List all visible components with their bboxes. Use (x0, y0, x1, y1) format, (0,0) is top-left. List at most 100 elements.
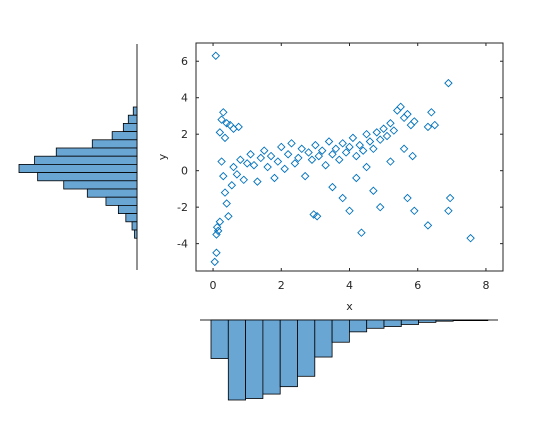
scatter-point (430, 120, 440, 130)
y-hist-bar (34, 155, 138, 165)
scatter-point (309, 210, 318, 219)
scatter-point (266, 151, 276, 161)
scatter-point (253, 177, 262, 186)
scatter-point (423, 221, 433, 230)
y-hist-bar (117, 204, 138, 214)
x-hist-bar (331, 319, 350, 343)
scatter-point (362, 162, 371, 172)
scatter-point (210, 257, 219, 267)
scatter-point (369, 186, 378, 195)
scatter-point (338, 193, 347, 203)
scatter-point (312, 212, 322, 221)
y-hist-bar (111, 131, 138, 141)
scatter-point (232, 170, 242, 179)
scatter-point (403, 109, 412, 119)
scatter-point (369, 144, 378, 154)
x-tick-label: 6 (414, 279, 421, 292)
plot-area (195, 42, 504, 272)
scatter-point (212, 248, 221, 257)
scatter-point (307, 155, 317, 164)
scatter-point (256, 153, 266, 163)
scatter-point (283, 150, 293, 159)
scatter-point (328, 150, 337, 159)
y-hist-bar (131, 221, 138, 231)
scatter-point (280, 164, 289, 174)
x-hist-bar (262, 319, 281, 395)
y-hist-bar (86, 188, 138, 198)
scatter-point (212, 222, 222, 232)
scatter-point (236, 155, 245, 164)
scatter-point (331, 144, 341, 154)
scatter-point (273, 157, 283, 166)
scatter-point (217, 115, 226, 124)
scatter-point (217, 157, 226, 166)
y-hist-bar (91, 139, 138, 149)
scatter-point (249, 160, 259, 170)
scatter-point (362, 129, 371, 139)
scatter-point (287, 139, 296, 148)
y-tick-label: 0 (181, 165, 188, 178)
x-hist-bar (279, 319, 298, 388)
scatter-point (408, 151, 417, 161)
scatter-point (427, 108, 436, 117)
x-hist-bar (400, 319, 419, 325)
y-hist-bar (63, 180, 138, 190)
scatter-point (375, 135, 385, 144)
scatter-point (352, 151, 361, 161)
scatter-point (220, 133, 230, 143)
scatter-point (355, 140, 364, 150)
scatter-point (212, 230, 221, 239)
x-marginal-histogram (200, 319, 498, 401)
scatter-point (396, 102, 405, 112)
y-tick-label: -4 (177, 238, 188, 251)
x-hist-bar (314, 319, 333, 358)
x-tick-label: 8 (482, 279, 489, 292)
scatter-point (399, 144, 409, 154)
y-axis-label: y (156, 153, 169, 160)
scatter-point (314, 151, 324, 161)
scatter-point (372, 128, 382, 137)
scatter-point (317, 146, 327, 155)
scatter-point (466, 233, 475, 243)
scatter-point (335, 155, 344, 164)
scatter-points (210, 51, 475, 267)
x-hist-bar (210, 319, 229, 359)
y-hist-bar (127, 114, 138, 124)
scatter-point (382, 131, 392, 141)
scatter-point (445, 193, 455, 203)
scatter-point (321, 160, 330, 170)
scatter-point (403, 193, 412, 203)
scatter-point (393, 106, 402, 115)
scatter-point (290, 159, 300, 168)
scatter-point (294, 153, 303, 163)
y-tick-label: -2 (177, 201, 188, 214)
scatter-point (365, 137, 375, 146)
x-hist-bar (348, 319, 368, 333)
y-hist-bar (55, 147, 138, 157)
x-hist-bar (452, 319, 471, 322)
y-hist-bar (125, 213, 138, 223)
scatter-point (348, 133, 358, 143)
scatter-point (389, 126, 399, 135)
scatter-point (410, 206, 419, 216)
y-axis-ticks: 6 4 2 0 -2 -4 (177, 55, 503, 251)
y-tick-label: 2 (181, 128, 188, 141)
x-hist-bar (418, 319, 437, 323)
scatter-point (358, 146, 368, 155)
x-axis-ticks: 0 2 4 6 8 (210, 43, 489, 292)
scatter-point (357, 228, 366, 237)
scatter-point (224, 212, 233, 221)
scatter-point (234, 122, 243, 132)
x-tick-label: 4 (346, 279, 353, 292)
scatter-point (277, 142, 286, 152)
y-marginal-histogram (18, 44, 138, 270)
scatter-point (213, 226, 223, 236)
scatter-point (263, 162, 272, 172)
scatter-point (259, 146, 269, 155)
y-hist-bar (18, 163, 138, 173)
y-hist-bar (132, 106, 138, 116)
scatter-point (386, 119, 395, 128)
scatter-point (300, 171, 310, 181)
scatter-point (242, 159, 252, 168)
scatter-point (345, 142, 354, 152)
